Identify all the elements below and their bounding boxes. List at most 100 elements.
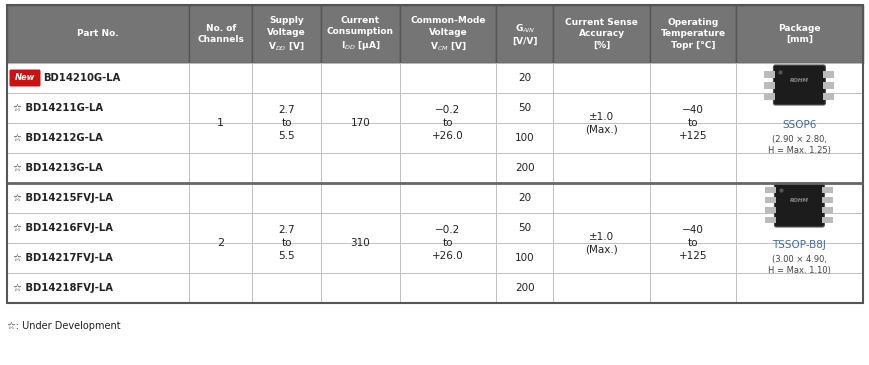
Text: 100: 100 — [514, 133, 534, 143]
Text: ☆ BD14211G-LA: ☆ BD14211G-LA — [13, 103, 103, 113]
Bar — [189, 93, 252, 123]
Bar — [7, 273, 189, 303]
Bar — [189, 273, 252, 303]
Bar — [399, 183, 495, 213]
Bar — [735, 153, 862, 183]
Bar — [765, 207, 775, 213]
Text: 50: 50 — [518, 223, 531, 233]
Bar — [189, 153, 252, 183]
Bar — [495, 93, 553, 123]
Bar — [321, 213, 399, 243]
Text: G$_{AIN}$
[V/V]: G$_{AIN}$ [V/V] — [512, 22, 537, 46]
Bar — [649, 273, 735, 303]
Text: TSSOP-B8J: TSSOP-B8J — [772, 240, 826, 250]
FancyBboxPatch shape — [10, 69, 41, 87]
Bar — [321, 63, 399, 93]
Bar — [495, 123, 553, 153]
Bar — [7, 5, 862, 303]
Bar — [252, 5, 321, 63]
Bar — [735, 63, 862, 93]
Bar — [735, 213, 862, 243]
Bar — [735, 5, 862, 63]
Text: 2.7
to
5.5: 2.7 to 5.5 — [278, 105, 295, 141]
Bar — [495, 273, 553, 303]
Text: ROHM: ROHM — [789, 199, 808, 204]
Bar — [189, 183, 252, 213]
Bar — [7, 153, 189, 183]
Bar — [399, 273, 495, 303]
Bar — [822, 92, 833, 100]
Bar — [649, 123, 735, 153]
Bar — [822, 70, 833, 77]
Bar — [821, 207, 833, 213]
Bar — [399, 63, 495, 93]
Bar — [495, 153, 553, 183]
Bar — [495, 213, 553, 243]
Bar — [553, 5, 649, 63]
Bar — [399, 5, 495, 63]
Bar — [553, 273, 649, 303]
Bar — [649, 213, 735, 243]
Bar — [321, 183, 399, 213]
Bar — [252, 213, 321, 243]
Bar — [553, 93, 649, 123]
Bar — [649, 153, 735, 183]
Bar — [252, 273, 321, 303]
FancyBboxPatch shape — [773, 183, 824, 227]
Bar — [553, 213, 649, 243]
Bar — [321, 153, 399, 183]
Text: 170: 170 — [350, 118, 370, 128]
Bar — [321, 5, 399, 63]
Bar — [189, 213, 252, 243]
Text: Current Sense
Accuracy
[%]: Current Sense Accuracy [%] — [565, 18, 638, 50]
Bar — [735, 243, 862, 273]
Bar — [7, 243, 189, 273]
Bar — [321, 243, 399, 273]
Text: ☆ BD14215FVJ-LA: ☆ BD14215FVJ-LA — [13, 193, 113, 203]
Text: ☆: Under Development: ☆: Under Development — [7, 321, 121, 331]
Bar — [821, 217, 833, 223]
Text: (2.90 × 2.80,
H = Max. 1.25): (2.90 × 2.80, H = Max. 1.25) — [767, 135, 830, 155]
Text: ±1.0
(Max.): ±1.0 (Max.) — [585, 232, 618, 254]
Bar — [252, 183, 321, 213]
Text: ☆ BD14213G-LA: ☆ BD14213G-LA — [13, 163, 103, 173]
Bar — [822, 81, 833, 88]
Bar — [765, 187, 775, 193]
Text: 20: 20 — [518, 73, 531, 83]
Text: 1: 1 — [217, 118, 224, 128]
Text: ±1.0
(Max.): ±1.0 (Max.) — [585, 112, 618, 134]
Text: 2.7
to
5.5: 2.7 to 5.5 — [278, 225, 295, 261]
Text: SSOP6: SSOP6 — [781, 120, 816, 130]
Bar — [321, 123, 399, 153]
Bar — [821, 197, 833, 203]
Text: 100: 100 — [514, 253, 534, 263]
Bar — [252, 153, 321, 183]
Bar — [252, 123, 321, 153]
Bar — [495, 5, 553, 63]
Bar — [399, 213, 495, 243]
Bar — [7, 183, 189, 213]
Bar — [7, 123, 189, 153]
Bar — [735, 273, 862, 303]
Text: Part No.: Part No. — [77, 30, 119, 38]
Bar — [735, 183, 862, 213]
Bar — [495, 183, 553, 213]
Bar — [321, 93, 399, 123]
Text: ☆ BD14217FVJ-LA: ☆ BD14217FVJ-LA — [13, 253, 113, 263]
Text: 200: 200 — [514, 283, 534, 293]
Bar — [553, 243, 649, 273]
Bar — [553, 123, 649, 153]
Bar — [252, 93, 321, 123]
Bar — [735, 123, 862, 153]
Text: −40
to
+125: −40 to +125 — [678, 225, 706, 261]
Bar — [649, 63, 735, 93]
Text: 20: 20 — [518, 193, 531, 203]
Text: ☆ BD14218FVJ-LA: ☆ BD14218FVJ-LA — [13, 283, 113, 293]
Bar — [649, 183, 735, 213]
Bar — [189, 63, 252, 93]
Text: −0.2
to
+26.0: −0.2 to +26.0 — [432, 105, 463, 141]
Bar — [649, 93, 735, 123]
Bar — [495, 63, 553, 93]
Bar — [321, 273, 399, 303]
Text: Operating
Temperature
Topr [°C]: Operating Temperature Topr [°C] — [660, 18, 725, 50]
